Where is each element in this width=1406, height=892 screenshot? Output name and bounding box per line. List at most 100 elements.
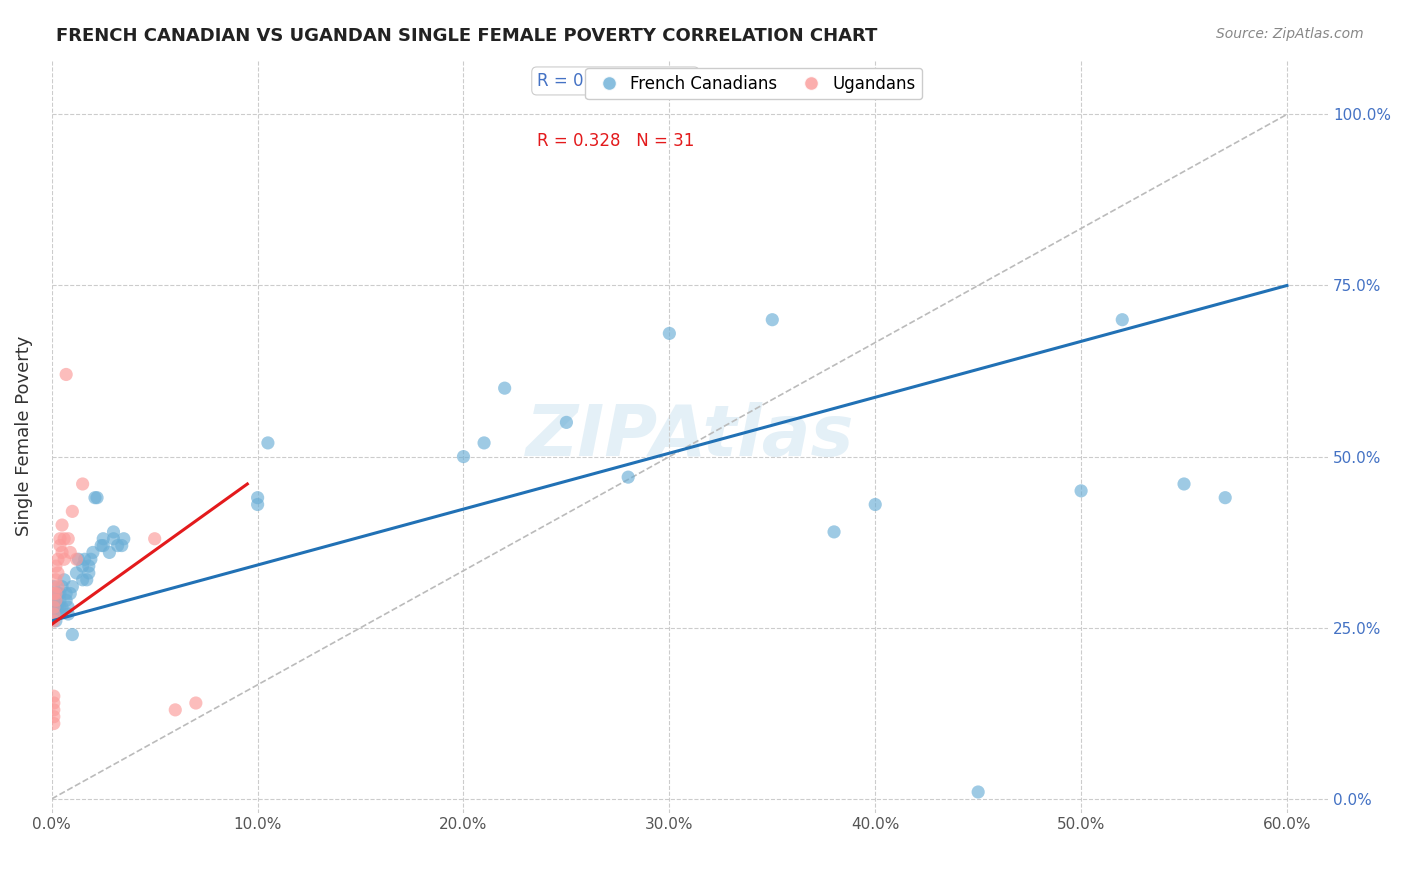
French Canadians	[112, 532, 135, 546]
Ugandans	[59, 545, 82, 559]
French Canadians	[65, 566, 87, 580]
Ugandans	[51, 518, 73, 533]
Ugandans	[45, 586, 67, 600]
French Canadians	[967, 785, 990, 799]
French Canadians	[257, 436, 280, 450]
French Canadians	[617, 470, 640, 484]
Ugandans	[45, 559, 67, 574]
French Canadians	[55, 586, 77, 600]
French Canadians	[49, 586, 72, 600]
Ugandans	[45, 593, 67, 607]
Ugandans	[42, 600, 65, 615]
French Canadians	[1070, 483, 1092, 498]
French Canadians	[1173, 477, 1195, 491]
French Canadians	[107, 539, 129, 553]
French Canadians	[42, 593, 65, 607]
French Canadians	[46, 586, 69, 600]
Ugandans	[49, 532, 72, 546]
French Canadians	[53, 573, 76, 587]
French Canadians	[46, 607, 69, 621]
French Canadians	[761, 312, 783, 326]
Ugandans	[143, 532, 166, 546]
French Canadians	[77, 559, 100, 574]
French Canadians	[453, 450, 475, 464]
French Canadians	[111, 539, 134, 553]
French Canadians	[73, 552, 96, 566]
French Canadians	[60, 580, 83, 594]
French Canadians	[77, 566, 100, 580]
French Canadians	[42, 600, 65, 615]
Ugandans	[165, 703, 187, 717]
French Canadians	[49, 600, 72, 615]
Ugandans	[55, 368, 77, 382]
French Canadians	[863, 498, 886, 512]
French Canadians	[49, 593, 72, 607]
French Canadians	[90, 539, 112, 553]
Ugandans	[184, 696, 207, 710]
French Canadians	[45, 614, 67, 628]
French Canadians	[494, 381, 516, 395]
Ugandans	[46, 566, 69, 580]
French Canadians	[42, 607, 65, 621]
Ugandans	[51, 545, 73, 559]
French Canadians	[55, 593, 77, 607]
French Canadians	[1111, 312, 1133, 326]
French Canadians	[59, 586, 82, 600]
French Canadians	[72, 573, 94, 587]
Legend: French Canadians, Ugandans: French Canadians, Ugandans	[585, 68, 922, 99]
French Canadians	[86, 491, 108, 505]
Ugandans	[49, 539, 72, 553]
French Canadians	[91, 539, 114, 553]
French Canadians	[45, 600, 67, 615]
French Canadians	[98, 545, 121, 559]
Ugandans	[45, 573, 67, 587]
Text: ZIPAtlas: ZIPAtlas	[526, 401, 855, 471]
Text: Source: ZipAtlas.com: Source: ZipAtlas.com	[1216, 27, 1364, 41]
Ugandans	[65, 552, 87, 566]
Text: R = 0.328   N = 31: R = 0.328 N = 31	[537, 132, 695, 150]
Ugandans	[42, 689, 65, 703]
French Canadians	[84, 491, 107, 505]
French Canadians	[45, 607, 67, 621]
Ugandans	[53, 552, 76, 566]
Y-axis label: Single Female Poverty: Single Female Poverty	[15, 336, 32, 536]
French Canadians	[46, 600, 69, 615]
French Canadians	[246, 498, 269, 512]
Ugandans	[60, 504, 83, 518]
Ugandans	[42, 614, 65, 628]
French Canadians	[58, 607, 80, 621]
French Canadians	[60, 627, 83, 641]
French Canadians	[91, 532, 114, 546]
French Canadians	[42, 580, 65, 594]
French Canadians	[76, 573, 98, 587]
French Canadians	[246, 491, 269, 505]
Ugandans	[42, 586, 65, 600]
French Canadians	[72, 559, 94, 574]
French Canadians	[103, 532, 125, 546]
French Canadians	[42, 586, 65, 600]
French Canadians	[82, 545, 104, 559]
Ugandans	[42, 607, 65, 621]
French Canadians	[51, 600, 73, 615]
Ugandans	[42, 709, 65, 723]
Ugandans	[58, 532, 80, 546]
Text: R = 0.523   N = 63: R = 0.523 N = 63	[537, 72, 695, 90]
French Canadians	[67, 552, 90, 566]
Ugandans	[42, 696, 65, 710]
French Canadians	[45, 593, 67, 607]
French Canadians	[555, 416, 578, 430]
Ugandans	[46, 580, 69, 594]
French Canadians	[103, 524, 125, 539]
French Canadians	[51, 580, 73, 594]
French Canadians	[823, 524, 845, 539]
French Canadians	[658, 326, 681, 341]
French Canadians	[472, 436, 495, 450]
Text: FRENCH CANADIAN VS UGANDAN SINGLE FEMALE POVERTY CORRELATION CHART: FRENCH CANADIAN VS UGANDAN SINGLE FEMALE…	[56, 27, 877, 45]
French Canadians	[58, 600, 80, 615]
Ugandans	[72, 477, 94, 491]
French Canadians	[80, 552, 103, 566]
French Canadians	[1213, 491, 1236, 505]
Ugandans	[46, 552, 69, 566]
Ugandans	[42, 703, 65, 717]
Ugandans	[53, 532, 76, 546]
